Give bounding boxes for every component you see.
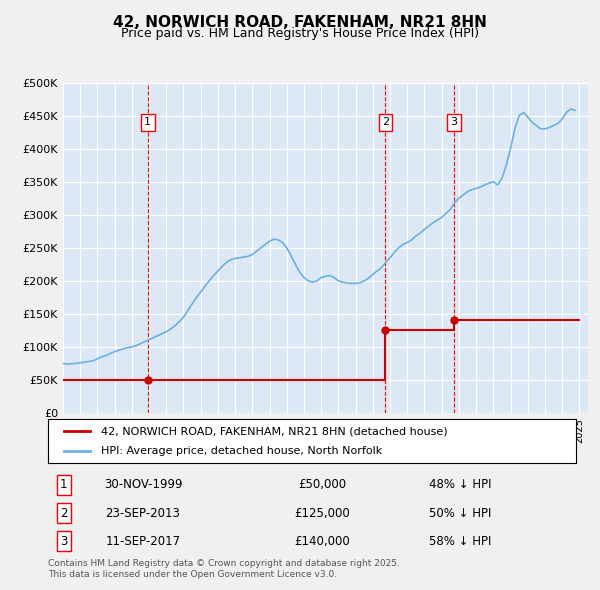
Text: 3: 3: [450, 117, 457, 127]
Text: 1: 1: [60, 478, 68, 491]
Text: Contains HM Land Registry data © Crown copyright and database right 2025.
This d: Contains HM Land Registry data © Crown c…: [48, 559, 400, 579]
Text: 2: 2: [60, 507, 68, 520]
Text: £140,000: £140,000: [295, 535, 350, 548]
Text: 42, NORWICH ROAD, FAKENHAM, NR21 8HN: 42, NORWICH ROAD, FAKENHAM, NR21 8HN: [113, 15, 487, 30]
Text: 3: 3: [60, 535, 68, 548]
Text: Price paid vs. HM Land Registry's House Price Index (HPI): Price paid vs. HM Land Registry's House …: [121, 27, 479, 40]
Text: £125,000: £125,000: [295, 507, 350, 520]
Text: 42, NORWICH ROAD, FAKENHAM, NR21 8HN (detached house): 42, NORWICH ROAD, FAKENHAM, NR21 8HN (de…: [101, 427, 448, 436]
Text: £50,000: £50,000: [298, 478, 347, 491]
Text: HPI: Average price, detached house, North Norfolk: HPI: Average price, detached house, Nort…: [101, 446, 382, 455]
Text: 30-NOV-1999: 30-NOV-1999: [104, 478, 182, 491]
Text: 23-SEP-2013: 23-SEP-2013: [106, 507, 181, 520]
Text: 1: 1: [144, 117, 151, 127]
Text: 50% ↓ HPI: 50% ↓ HPI: [428, 507, 491, 520]
Text: 58% ↓ HPI: 58% ↓ HPI: [428, 535, 491, 548]
Text: 11-SEP-2017: 11-SEP-2017: [106, 535, 181, 548]
Text: 48% ↓ HPI: 48% ↓ HPI: [428, 478, 491, 491]
Text: 2: 2: [382, 117, 389, 127]
